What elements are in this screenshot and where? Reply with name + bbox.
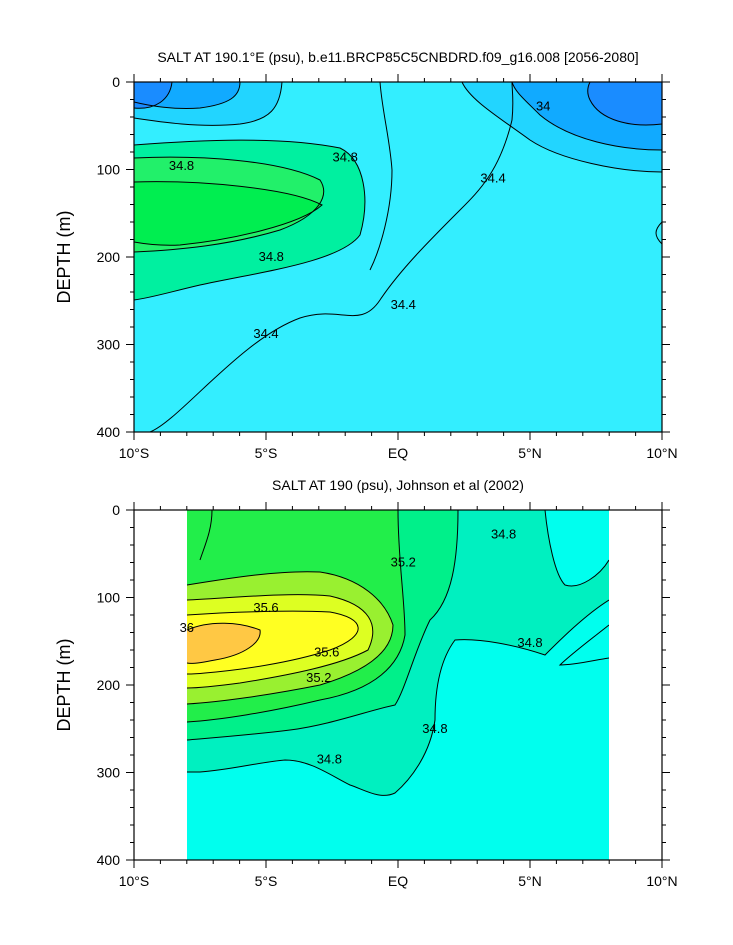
panel1-ylabel: DEPTH (m): [54, 211, 74, 304]
contour-label: 35.2: [306, 670, 331, 685]
contour-label: 36: [180, 620, 194, 635]
x-tick-label: 5°N: [518, 873, 542, 889]
panel1-contour-lines: [134, 82, 662, 432]
y-tick-label: 300: [97, 337, 121, 353]
contour-label: 34.4: [253, 326, 278, 341]
panel2-contour-fill: [187, 510, 609, 860]
x-tick-label: 10°N: [646, 873, 677, 889]
x-tick-label: 5°N: [518, 445, 542, 461]
y-tick-label: 100: [97, 590, 121, 606]
p1-line-8: [369, 82, 393, 271]
panel2-contour-lines: [187, 510, 609, 796]
contour-label: 34.4: [391, 297, 416, 312]
p1-line-7: [149, 82, 514, 432]
y-tick-label: 200: [97, 677, 121, 693]
p1-line-4: [134, 139, 366, 301]
p1-line-11: [587, 82, 662, 126]
p2-line-8: [187, 622, 261, 664]
p1-line-12: [655, 221, 662, 245]
contour-label: 35.6: [253, 600, 278, 615]
x-tick-label: 10°S: [119, 445, 150, 461]
p2-line-2: [187, 599, 609, 796]
panel2-title: SALT AT 190 (psu), Johnson et al (2002): [272, 477, 524, 493]
y-tick-label: 300: [97, 765, 121, 781]
panel1-contour-fill: [134, 82, 662, 432]
y-tick-label: 0: [112, 502, 120, 518]
x-tick-label: 10°S: [119, 873, 150, 889]
contour-label: 34.8: [422, 721, 447, 736]
x-tick-label: 5°S: [255, 873, 278, 889]
p2-fill-34-6-ne: [545, 510, 609, 580]
p2-line-1: [544, 510, 609, 587]
p2-line-3: [187, 510, 459, 741]
y-tick-label: 400: [97, 424, 121, 440]
contour-label: 34.8: [491, 527, 516, 542]
p2-line-9: [558, 624, 609, 666]
contour-label: 34.8: [317, 751, 342, 766]
panel1-contour-labels: 34.8 34.8 34.8 34.4 34.4 34.4 34: [169, 99, 551, 342]
panel2-contour-labels: 35.6 36 35.6 35.2 35.2 34.8 34.8 34.8 34.8: [180, 527, 543, 767]
observed-salinity-panel: SALT AT 190 (psu), Johnson et al (2002): [54, 477, 678, 889]
p2-line-10: [199, 510, 213, 561]
x-tick-label: 5°S: [255, 445, 278, 461]
contour-label: 34.8: [169, 158, 194, 173]
p2-fill-36-0: [187, 623, 261, 664]
model-salinity-panel: SALT AT 190.1°E (psu), b.e11.BRCP85C5CNB…: [54, 49, 678, 461]
p2-line-5: [187, 571, 394, 705]
p1-fill-34-0-nw: [134, 82, 172, 109]
p2-line-7: [187, 610, 359, 675]
y-tick-label: 0: [112, 74, 120, 90]
p1-line-3: [134, 82, 173, 109]
contour-label: 34.8: [517, 635, 542, 650]
x-tick-label: 10°N: [646, 445, 677, 461]
p1-line-2: [134, 82, 241, 110]
panel1-title: SALT AT 190.1°E (psu), b.e11.BRCP85C5CNB…: [157, 49, 638, 65]
y-tick-label: 400: [97, 852, 121, 868]
panel2-axes: 10°S 5°S EQ 5°N 10°N 0 100 200 300 400: [97, 502, 678, 889]
contour-label: 35.6: [314, 645, 339, 660]
p1-fill-35-4: [134, 181, 322, 246]
contour-label: 35.2: [391, 555, 416, 570]
p2-line-6: [187, 594, 374, 689]
y-tick-label: 200: [97, 249, 121, 265]
p1-line-1: [134, 82, 283, 126]
p1-line-10: [511, 82, 662, 151]
x-tick-label: EQ: [388, 873, 408, 889]
contour-label: 34: [536, 99, 550, 114]
y-tick-label: 100: [97, 162, 121, 178]
p1-line-9: [461, 82, 662, 173]
x-tick-label: EQ: [388, 445, 408, 461]
p2-line-4: [187, 510, 406, 723]
p1-line-5: [134, 156, 325, 253]
contour-label: 34.4: [480, 170, 505, 185]
panel2-ylabel: DEPTH (m): [54, 639, 74, 732]
contour-label: 34.8: [333, 149, 358, 164]
p1-line-6: [134, 181, 323, 246]
panel1-axes: 10°S 5°S EQ 5°N 10°N 0 100 200 300 400: [97, 74, 678, 461]
p1-fill-34-0-ne: [587, 82, 662, 125]
contour-label: 34.8: [259, 249, 284, 264]
